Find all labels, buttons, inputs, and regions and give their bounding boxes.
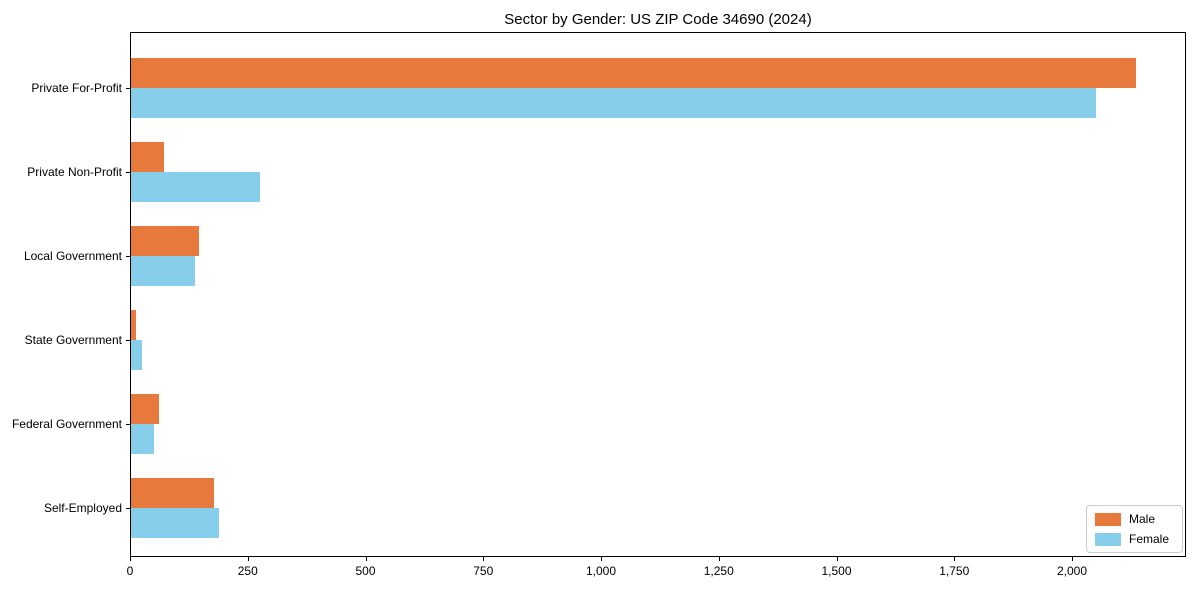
x-tick-label: 500	[355, 564, 376, 578]
y-tick-label: State Government	[24, 333, 122, 347]
bar-female-3	[131, 340, 142, 370]
x-tick-label: 1,500	[821, 564, 852, 578]
x-tick-mark	[836, 557, 838, 561]
x-tick-label: 1,750	[939, 564, 970, 578]
x-tick-label: 1,250	[703, 564, 734, 578]
x-tick-mark	[247, 557, 249, 561]
bar-female-1	[131, 172, 261, 202]
bar-male-1	[131, 142, 165, 172]
bar-female-0	[131, 88, 1096, 118]
bar-female-2	[131, 256, 195, 286]
legend-label-male: Male	[1129, 512, 1156, 526]
bar-male-2	[131, 226, 199, 256]
x-tick-label: 750	[473, 564, 494, 578]
y-tick-mark	[126, 340, 130, 341]
bar-female-4	[131, 424, 154, 454]
bar-female-5	[131, 508, 219, 538]
x-tick-mark	[954, 557, 956, 561]
y-tick-label: Federal Government	[11, 417, 122, 431]
y-tick-label: Self-Employed	[43, 501, 122, 515]
y-tick-label: Local Government	[23, 249, 122, 263]
y-tick-mark	[126, 172, 130, 173]
male-color-swatch	[1095, 512, 1121, 526]
x-tick-mark	[365, 557, 367, 561]
y-tick-label: Private Non-Profit	[27, 165, 122, 179]
bar-male-0	[131, 58, 1136, 88]
legend-item-male: Male	[1095, 512, 1174, 526]
plot-area	[130, 32, 1186, 557]
legend: Male Female	[1086, 505, 1183, 553]
y-tick-mark	[126, 424, 130, 425]
legend-label-female: Female	[1129, 532, 1170, 546]
bar-male-3	[131, 310, 136, 340]
legend-item-female: Female	[1095, 532, 1174, 546]
x-tick-mark	[1072, 557, 1074, 561]
y-tick-mark	[126, 88, 130, 89]
x-tick-mark	[601, 557, 602, 561]
y-tick-mark	[126, 508, 130, 509]
female-color-swatch	[1095, 532, 1121, 546]
y-tick-mark	[126, 256, 130, 257]
x-tick-mark	[718, 557, 720, 561]
x-tick-mark	[483, 557, 485, 561]
x-tick-label: 1,000	[585, 564, 617, 578]
chart-title: Sector by Gender: US ZIP Code 34690 (202…	[504, 11, 812, 28]
bar-male-5	[131, 478, 215, 508]
x-tick-label: 2,000	[1057, 564, 1088, 578]
x-tick-label: 250	[237, 564, 258, 578]
y-tick-label: Private For-Profit	[31, 81, 122, 95]
bar-male-4	[131, 394, 159, 424]
x-tick-mark	[130, 557, 131, 561]
x-tick-label: 0	[126, 564, 134, 578]
